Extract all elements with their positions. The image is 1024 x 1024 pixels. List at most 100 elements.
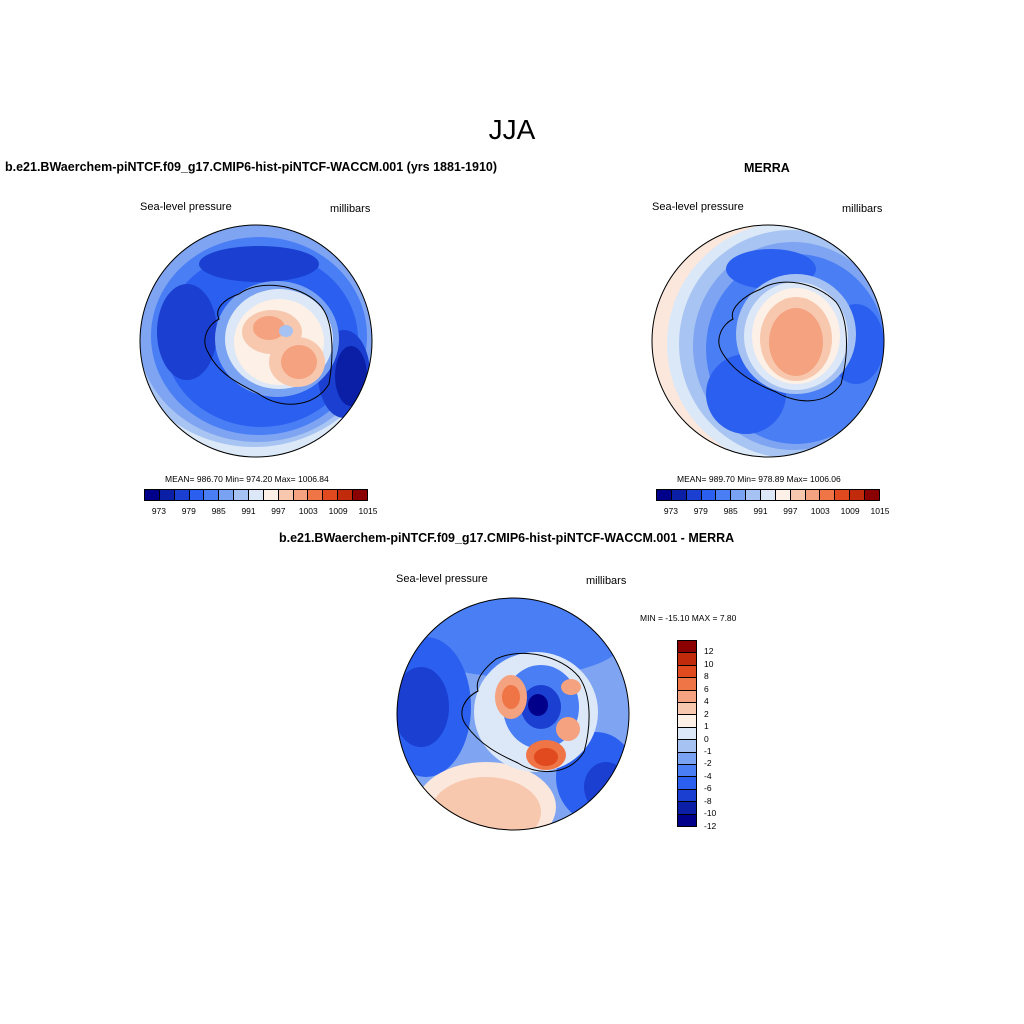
colorbar-tick-label: 991 [241,506,256,516]
model-variable-label: Sea-level pressure [140,201,232,213]
colorbar-swatch [775,490,791,500]
colorbar-tick-label: -4 [704,770,712,781]
colorbar-swatch [820,490,836,500]
colorbar-tick-label: 1009 [840,506,860,516]
colorbar-tick-label: 8 [704,671,709,682]
colorbar-swatch [761,490,776,500]
model-polar-map [139,224,373,458]
colorbar-swatch [293,490,309,500]
colorbar-swatch [308,490,324,500]
obs-variable-label: Sea-level pressure [652,201,744,213]
colorbar-tick-label: 1003 [298,506,318,516]
colorbar-swatch [678,653,696,666]
colorbar-swatch [686,490,702,500]
diff-polar-map [396,597,630,831]
colorbar-swatch [678,715,696,728]
colorbar-swatch [678,777,696,790]
colorbar-swatch [716,490,732,500]
colorbar-swatch [159,490,175,500]
colorbar-swatch [278,490,294,500]
colorbar-swatch [790,490,806,500]
colorbar-tick-label: 1003 [810,506,830,516]
colorbar-tick-label: 979 [693,506,708,516]
colorbar-swatch [671,490,687,500]
colorbar-tick-label: -8 [704,795,712,806]
colorbar-tick-label: 985 [723,506,738,516]
colorbar-tick-label: 1 [704,721,709,732]
model-antarctica-outline [204,284,333,405]
colorbar-swatch [731,490,747,500]
diff-colorbar [677,640,697,827]
colorbar-swatch [323,490,339,500]
obs-polar-map [651,224,885,458]
colorbar-swatch [678,678,696,691]
colorbar-swatch [678,690,696,704]
colorbar-tick-label: 997 [271,506,286,516]
colorbar-tick-label: 979 [181,506,196,516]
obs-panel-title: MERRA [744,161,790,175]
colorbar-tick-label: 991 [753,506,768,516]
diff-colorbar-labels: 12 10 8 6 4 2 1 0 -1 -2 -4 -6 -8 -10 -12 [704,640,734,831]
diff-stats: MIN = -15.10 MAX = 7.80 [640,613,737,623]
colorbar-swatch [678,814,696,827]
colorbar-swatch [678,752,696,766]
colorbar-swatch [805,490,821,500]
colorbar-swatch [701,490,717,500]
colorbar-tick-label: 985 [211,506,226,516]
diff-antarctica-outline [461,652,590,773]
colorbar-swatch [249,490,264,500]
colorbar-tick-label: 4 [704,696,709,707]
colorbar-swatch [219,490,235,500]
diff-panel-title: b.e21.BWaerchem-piNTCF.f09_g17.CMIP6-his… [279,531,735,545]
colorbar-swatch [263,490,279,500]
colorbar-swatch [835,490,851,500]
colorbar-tick-label: 997 [783,506,798,516]
colorbar-swatch [678,703,696,716]
colorbar-tick-label: -1 [704,745,712,756]
colorbar-tick-label: -10 [704,808,717,819]
colorbar-swatch [189,490,205,500]
colorbar-swatch [145,490,160,500]
colorbar-tick-label: 2 [704,708,709,719]
colorbar-tick-label: 10 [704,658,714,669]
colorbar-tick-label: 1015 [870,506,890,516]
colorbar-swatch [678,740,696,753]
obs-antarctica-outline [718,281,847,402]
colorbar-swatch [678,665,696,679]
obs-units-label: millibars [842,203,883,215]
colorbar-swatch [850,490,866,500]
colorbar-swatch [746,490,762,500]
colorbar-swatch [678,802,696,815]
colorbar-swatch [678,641,696,654]
obs-colorbar [656,489,880,501]
colorbar-swatch [865,490,879,500]
diff-units-label: millibars [586,575,627,587]
diff-variable-label: Sea-level pressure [396,573,488,585]
colorbar-tick-label: -12 [704,820,717,831]
colorbar-swatch [174,490,190,500]
figure-title: JJA [488,114,536,145]
colorbar-swatch [678,789,696,803]
colorbar-swatch [657,490,672,500]
colorbar-swatch [678,727,696,741]
colorbar-swatch [234,490,250,500]
colorbar-tick-label: 6 [704,683,709,694]
model-panel-title: b.e21.BWaerchem-piNTCF.f09_g17.CMIP6-his… [5,160,498,174]
colorbar-tick-label: 973 [663,506,679,516]
colorbar-swatch [338,490,354,500]
colorbar-tick-label: 973 [151,506,167,516]
colorbar-swatch [204,490,220,500]
colorbar-swatch [678,765,696,778]
colorbar-tick-label: 0 [704,733,709,744]
colorbar-tick-label: -2 [704,758,712,769]
model-colorbar-labels: 973 979 985 991 997 1003 1009 1015 [144,506,378,518]
colorbar-swatch [353,490,367,500]
model-stats: MEAN= 986.70 Min= 974.20 Max= 1006.84 [165,474,329,484]
colorbar-tick-label: 1009 [328,506,348,516]
model-colorbar [144,489,368,501]
colorbar-tick-label: -6 [704,783,712,794]
obs-stats: MEAN= 989.70 Min= 978.89 Max= 1006.06 [677,474,841,484]
colorbar-tick-label: 12 [704,646,714,657]
obs-colorbar-labels: 973 979 985 991 997 1003 1009 1015 [656,506,890,518]
colorbar-tick-label: 1015 [358,506,378,516]
